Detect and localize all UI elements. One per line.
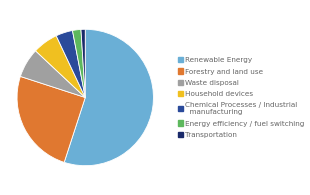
Legend: Renewable Energy, Forestry and land use, Waste disposal, Household devices, Chem: Renewable Energy, Forestry and land use,… (178, 57, 305, 138)
Wedge shape (36, 36, 85, 98)
Wedge shape (56, 30, 85, 98)
Wedge shape (17, 76, 85, 162)
Wedge shape (64, 29, 153, 166)
Wedge shape (73, 29, 85, 98)
Wedge shape (81, 29, 85, 98)
Wedge shape (20, 51, 85, 98)
